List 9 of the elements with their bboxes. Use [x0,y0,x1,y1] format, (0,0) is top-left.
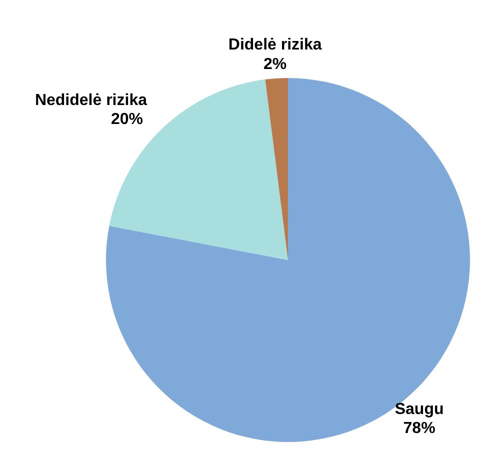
data-label: 2% [264,56,287,73]
pie-slice [265,78,288,260]
slice-label: Saugu [394,400,444,418]
pie-slice [109,79,288,260]
slice-label: Nedidelė rizika [34,92,148,110]
slice-label: Didelė rizika [228,36,322,54]
data-label: 20% [110,111,143,128]
pie-slice [106,78,470,442]
data-label: 78% [403,420,436,438]
